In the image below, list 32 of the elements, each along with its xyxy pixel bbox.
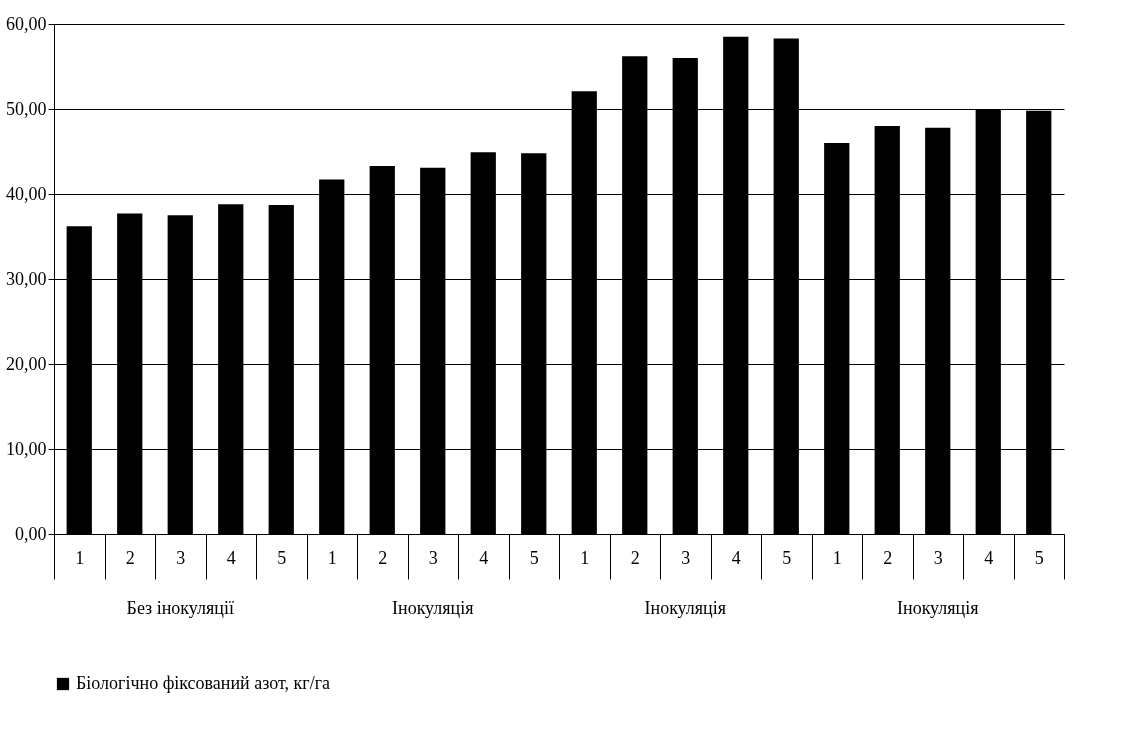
x-tick-label: 2 <box>125 547 135 568</box>
x-tick-label: 5 <box>277 547 287 568</box>
text: Інокуляція <box>391 598 474 618</box>
y-tick-label: 40,00 <box>6 183 47 204</box>
y-tick-label: 20,00 <box>6 353 47 374</box>
x-tick-label: 5 <box>1034 547 1044 568</box>
x-tick-label: 4 <box>479 547 489 568</box>
x-tick-label: 2 <box>378 547 388 568</box>
x-tick-label: 3 <box>176 547 186 568</box>
x-tick-label: 4 <box>731 547 741 568</box>
y-tick-label: 50,00 <box>6 98 47 119</box>
x-tick-label: 2 <box>883 547 893 568</box>
text: Інокуляція <box>644 598 727 618</box>
legend-label: Біологічно фіксований азот, кг/га <box>76 673 331 693</box>
y-tick-label: 30,00 <box>6 268 47 289</box>
x-tick-label: 1 <box>327 547 337 568</box>
x-tick-label: 1 <box>832 547 842 568</box>
x-tick-label: 5 <box>782 547 792 568</box>
y-tick-label: 0,00 <box>15 523 47 544</box>
x-tick-label: 1 <box>580 547 590 568</box>
x-tick-label: 1 <box>75 547 85 568</box>
text: Без інокуляції <box>126 598 234 618</box>
y-tick-label: 10,00 <box>6 438 47 459</box>
x-tick-label: 3 <box>681 547 691 568</box>
text: Інокуляція <box>896 598 979 618</box>
x-tick-label: 3 <box>428 547 438 568</box>
x-tick-label: 4 <box>984 547 994 568</box>
x-tick-label: 3 <box>933 547 943 568</box>
y-tick-label: 60,00 <box>6 13 47 34</box>
x-tick-label: 5 <box>529 547 539 568</box>
x-tick-label: 2 <box>630 547 640 568</box>
x-tick-label: 4 <box>226 547 236 568</box>
